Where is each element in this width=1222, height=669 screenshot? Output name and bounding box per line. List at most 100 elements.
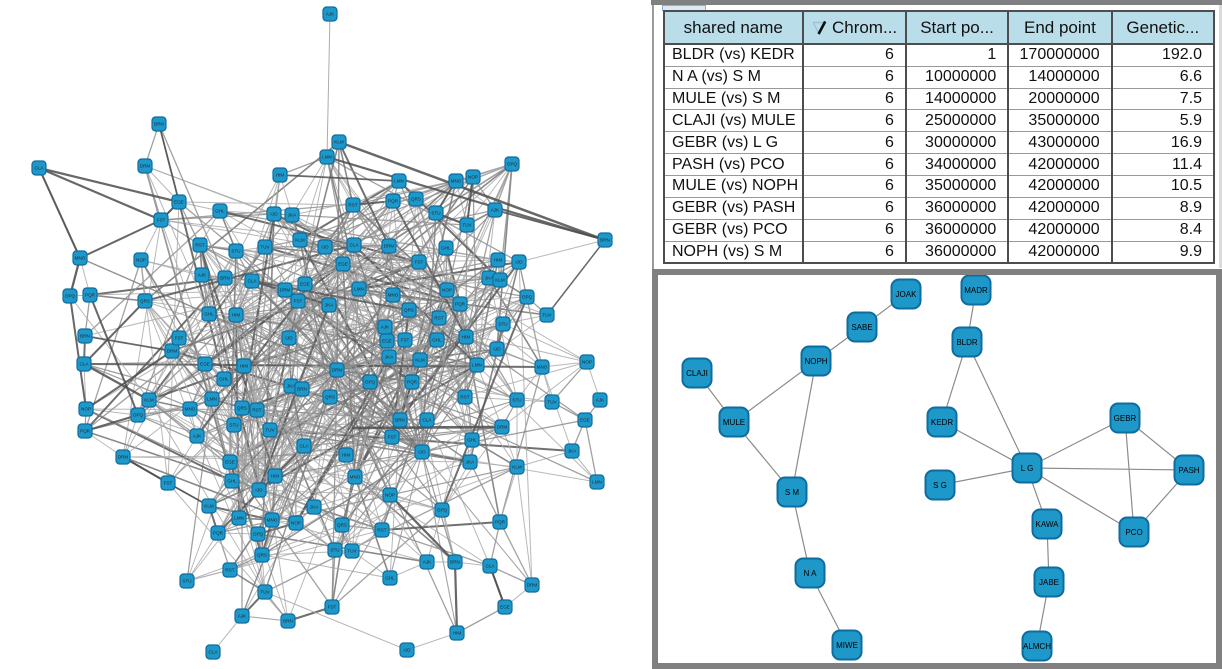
svg-text:HIM: HIM [240, 364, 249, 369]
svg-text:BRN: BRN [450, 560, 460, 565]
svg-text:CLA: CLA [486, 564, 496, 569]
svg-text:KLM: KLM [334, 140, 344, 145]
svg-text:LMN: LMN [592, 480, 602, 485]
svg-text:BRN: BRN [80, 334, 90, 339]
svg-text:IJO: IJO [321, 245, 329, 250]
svg-text:AJK: AJK [238, 614, 247, 619]
svg-text:IJO: IJO [403, 648, 411, 653]
svg-text:JKA: JKA [310, 505, 319, 510]
svg-text:QRS: QRS [404, 308, 414, 313]
svg-text:LMN: LMN [394, 179, 404, 184]
svg-text:IJO: IJO [493, 347, 501, 352]
svg-text:PASH: PASH [1178, 466, 1199, 475]
svg-text:JKA: JKA [485, 276, 494, 281]
svg-text:KLM: KLM [144, 398, 154, 403]
svg-text:STU: STU [431, 211, 440, 216]
svg-text:QRS: QRS [337, 523, 347, 528]
svg-text:STU: STU [231, 249, 240, 254]
svg-text:CLA: CLA [35, 166, 45, 171]
svg-text:GHL: GHL [219, 377, 229, 382]
svg-text:QRS: QRS [237, 406, 247, 411]
svg-text:IJO: IJO [285, 336, 293, 341]
svg-text:EGE: EGE [338, 262, 348, 267]
svg-text:OPQ: OPQ [133, 413, 144, 418]
svg-text:DRM: DRM [497, 425, 508, 430]
svg-text:MIWE: MIWE [836, 641, 858, 650]
svg-text:NOP: NOP [582, 360, 592, 365]
svg-text:OPQ: OPQ [522, 295, 533, 300]
svg-text:PQR: PQR [80, 429, 91, 434]
svg-text:FST: FST [401, 338, 410, 343]
svg-text:CLA: CLA [350, 243, 360, 248]
svg-text:FST: FST [157, 218, 166, 223]
svg-text:GEBR: GEBR [1114, 414, 1137, 423]
svg-text:TUV: TUV [542, 313, 552, 318]
svg-text:IJO: IJO [255, 488, 263, 493]
svg-text:AJK: AJK [596, 398, 605, 403]
svg-text:STU: STU [512, 398, 521, 403]
svg-text:HIM: HIM [453, 631, 462, 636]
svg-text:GHL: GHL [432, 338, 442, 343]
svg-text:KLM: KLM [415, 358, 425, 363]
svg-text:STU: STU [229, 423, 238, 428]
svg-text:EGE: EGE [174, 200, 184, 205]
svg-text:CLA: CLA [300, 444, 310, 449]
svg-text:DRM: DRM [118, 455, 129, 460]
svg-text:GHL: GHL [467, 438, 477, 443]
svg-text:EGE: EGE [225, 460, 235, 465]
svg-text:MNO: MNO [267, 518, 278, 523]
svg-text:QRS: QRS [140, 299, 150, 304]
svg-text:LMN: LMN [354, 287, 364, 292]
svg-text:NOP: NOP [385, 493, 395, 498]
svg-text:N A: N A [804, 569, 818, 578]
svg-text:MNO: MNO [451, 179, 462, 184]
svg-text:IJO: IJO [418, 450, 426, 455]
svg-text:AJK: AJK [198, 273, 207, 278]
svg-text:RST: RST [348, 203, 357, 208]
svg-text:RST: RST [377, 528, 386, 533]
svg-text:DRM: DRM [167, 349, 178, 354]
svg-text:BRN: BRN [283, 619, 293, 624]
svg-text:OPQ: OPQ [65, 294, 76, 299]
svg-text:MNO: MNO [350, 475, 361, 480]
svg-text:ALMCH: ALMCH [1023, 642, 1051, 651]
svg-text:PQR: PQR [85, 293, 96, 298]
svg-text:JKA: JKA [568, 449, 577, 454]
svg-text:HIM: HIM [276, 173, 285, 178]
svg-text:HIM: HIM [232, 313, 241, 318]
svg-text:CLA: CLA [80, 362, 90, 367]
svg-text:RST: RST [252, 408, 261, 413]
svg-text:DRM: DRM [384, 244, 395, 249]
svg-text:PCO: PCO [1125, 528, 1142, 537]
svg-text:JABE: JABE [1039, 578, 1059, 587]
svg-text:LMN: LMN [322, 155, 332, 160]
svg-text:QRS: QRS [411, 197, 421, 202]
svg-text:CLA: CLA [209, 650, 219, 655]
svg-text:CLA: CLA [423, 418, 433, 423]
svg-text:GHL: GHL [385, 576, 395, 581]
svg-text:HIM: HIM [342, 453, 351, 458]
svg-text:LMN: LMN [234, 516, 244, 521]
svg-text:LMN: LMN [207, 397, 217, 402]
svg-text:MNO: MNO [388, 293, 399, 298]
svg-text:BRN: BRN [395, 418, 405, 423]
svg-text:EGE: EGE [580, 418, 590, 423]
svg-text:RST: RST [195, 243, 204, 248]
svg-text:JKA: JKA [385, 355, 394, 360]
svg-text:JOAK: JOAK [896, 290, 918, 299]
svg-text:EGE: EGE [300, 282, 310, 287]
svg-text:PQR: PQR [388, 199, 399, 204]
svg-text:NOPH: NOPH [804, 357, 827, 366]
svg-text:PQR: PQR [213, 531, 224, 536]
svg-text:KLM: KLM [512, 465, 522, 470]
svg-text:IJO: IJO [515, 260, 523, 265]
svg-text:QRS: QRS [325, 395, 335, 400]
svg-text:FST: FST [388, 435, 397, 440]
svg-text:STU: STU [498, 322, 507, 327]
svg-text:LMN: LMN [472, 363, 482, 368]
svg-text:PQR: PQR [495, 520, 506, 525]
svg-text:KAWA: KAWA [1036, 520, 1060, 529]
svg-text:JKA: JKA [287, 384, 296, 389]
svg-text:FST: FST [164, 481, 173, 486]
svg-text:NOP: NOP [442, 288, 452, 293]
